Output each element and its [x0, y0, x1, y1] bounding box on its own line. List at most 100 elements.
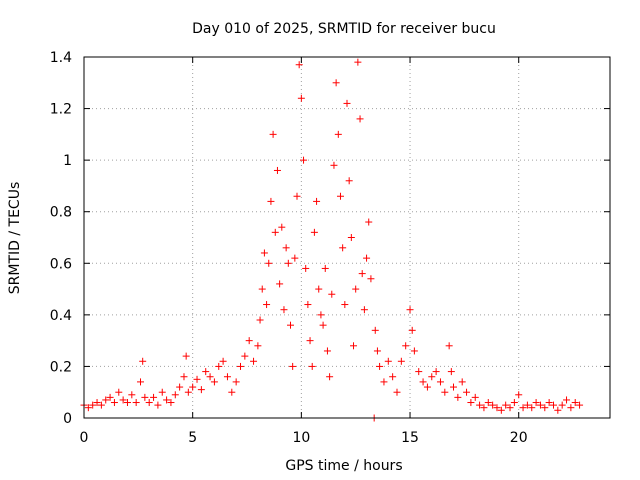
data-point [193, 375, 201, 383]
data-point [176, 383, 184, 391]
data-point [445, 342, 453, 350]
data-point [336, 192, 344, 200]
data-point [536, 401, 544, 409]
data-point [360, 306, 368, 314]
y-tick-label: 1.4 [50, 50, 72, 66]
data-point [463, 388, 471, 396]
data-point [339, 244, 347, 252]
data-point [197, 386, 205, 394]
data-point [447, 368, 455, 376]
data-point [432, 368, 440, 376]
data-point [350, 342, 358, 350]
data-point [497, 406, 505, 414]
data-point [293, 192, 301, 200]
data-point [180, 373, 188, 381]
data-point [471, 393, 479, 401]
data-point [373, 347, 381, 355]
data-point [171, 391, 179, 399]
data-point [519, 404, 527, 412]
data-point [310, 228, 318, 236]
chart-title: Day 010 of 2025, SRMTID for receiver buc… [192, 21, 496, 37]
data-point [371, 326, 379, 334]
data-point [332, 79, 340, 87]
data-point [549, 401, 557, 409]
scatter-points [80, 58, 584, 422]
data-point [141, 393, 149, 401]
data-point [410, 347, 418, 355]
y-tick-label: 0.8 [50, 205, 72, 221]
data-point [256, 316, 264, 324]
data-point [295, 61, 303, 69]
data-point [510, 399, 518, 407]
data-point [260, 249, 268, 257]
y-tick-label: 0 [63, 411, 72, 427]
x-tick-label: 5 [188, 430, 197, 446]
data-point [123, 399, 131, 407]
data-point [358, 270, 366, 278]
data-point [258, 285, 266, 293]
data-point [271, 228, 279, 236]
y-tick-label: 0.2 [50, 359, 72, 375]
data-point [145, 399, 153, 407]
data-point [306, 337, 314, 345]
data-point [458, 378, 466, 386]
data-point [506, 404, 514, 412]
data-point [276, 280, 284, 288]
data-point [545, 399, 553, 407]
data-point [210, 378, 218, 386]
data-point [352, 285, 360, 293]
data-point [308, 362, 316, 370]
data-point [489, 401, 497, 409]
data-point [158, 388, 166, 396]
data-point [567, 404, 575, 412]
data-point [154, 401, 162, 409]
data-point [341, 301, 349, 309]
data-point [202, 368, 210, 376]
data-point [132, 399, 140, 407]
x-tick-label: 0 [80, 430, 89, 446]
data-point [89, 401, 97, 409]
data-point [189, 383, 197, 391]
data-point [119, 396, 127, 404]
grid [84, 57, 610, 418]
data-point [467, 399, 475, 407]
data-point [163, 396, 171, 404]
data-point [343, 99, 351, 107]
data-point [273, 166, 281, 174]
data-point [106, 393, 114, 401]
data-point [576, 401, 584, 409]
plot-frame [83, 56, 611, 419]
data-point [563, 396, 571, 404]
data-point [313, 197, 321, 205]
y-axis-label: SRMTID / TECUs [7, 182, 23, 295]
y-tick-label: 1 [63, 153, 72, 169]
data-point [480, 404, 488, 412]
data-point [441, 388, 449, 396]
data-point [297, 94, 305, 102]
data-point [558, 401, 566, 409]
data-point [289, 362, 297, 370]
data-point [284, 259, 292, 267]
x-axis-label: GPS time / hours [285, 458, 402, 474]
data-point [541, 404, 549, 412]
data-point [326, 373, 334, 381]
data-point [330, 161, 338, 169]
data-point [250, 357, 258, 365]
data-point [493, 404, 501, 412]
data-point [84, 404, 92, 412]
data-point [265, 259, 273, 267]
data-point [278, 223, 286, 231]
data-point [384, 357, 392, 365]
data-point [397, 357, 405, 365]
data-point [345, 177, 353, 185]
data-point [347, 234, 355, 241]
data-point [321, 264, 329, 272]
x-tick-label: 20 [510, 430, 528, 446]
data-point [436, 378, 444, 386]
data-point [206, 373, 214, 381]
data-point [150, 393, 158, 401]
data-point [317, 311, 325, 319]
data-point [315, 285, 323, 293]
data-point [402, 342, 410, 350]
data-point [291, 254, 299, 262]
